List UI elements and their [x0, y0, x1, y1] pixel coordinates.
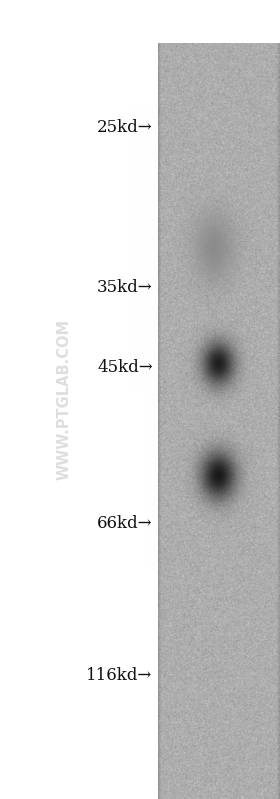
Text: 35kd→: 35kd→ — [97, 279, 153, 296]
Text: 45kd→: 45kd→ — [97, 359, 153, 376]
Text: 116kd→: 116kd→ — [86, 666, 153, 684]
Text: 25kd→: 25kd→ — [97, 119, 153, 137]
Text: WWW.PTGLAB.COM: WWW.PTGLAB.COM — [57, 319, 72, 480]
Text: 66kd→: 66kd→ — [97, 515, 153, 532]
